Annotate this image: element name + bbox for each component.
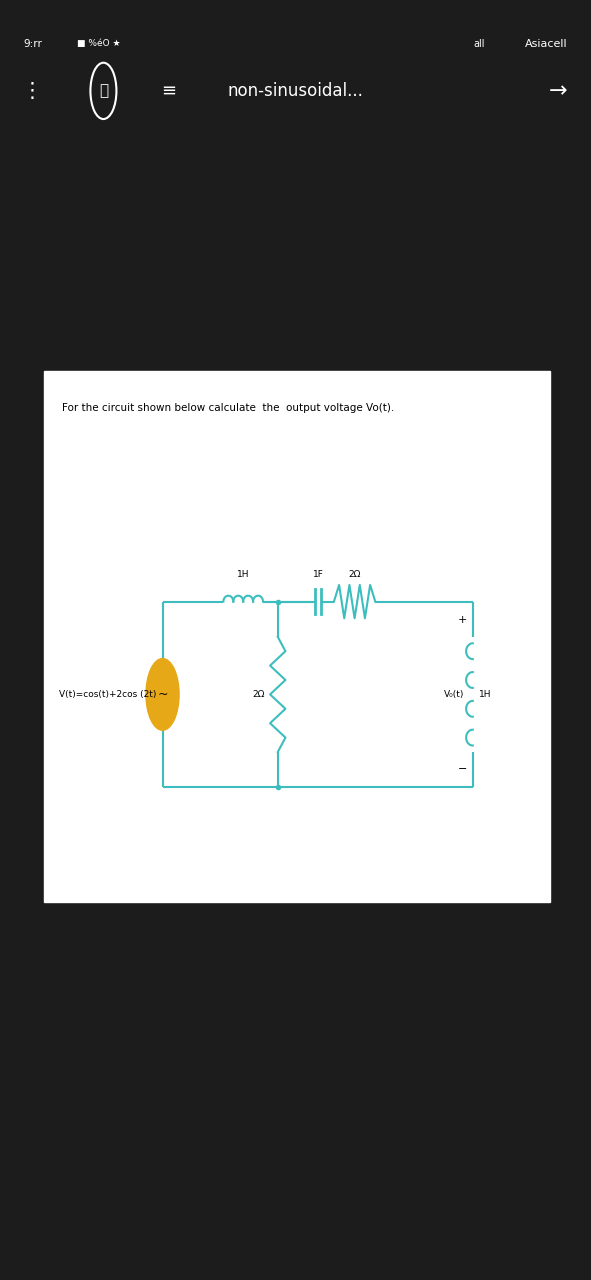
Text: 1H: 1H [237, 570, 249, 579]
Text: 2Ω: 2Ω [349, 570, 361, 579]
Text: ⋮: ⋮ [22, 81, 43, 101]
Text: ⌕: ⌕ [99, 83, 108, 99]
Text: For the circuit shown below calculate  the  output voltage Vo(t).: For the circuit shown below calculate th… [62, 403, 394, 413]
Text: 1F: 1F [313, 570, 323, 579]
Text: ~: ~ [157, 687, 168, 701]
Text: 9:rr: 9:rr [24, 38, 43, 49]
Text: non-sinusoidal...: non-sinusoidal... [228, 82, 363, 100]
Text: →: → [549, 81, 568, 101]
Text: Asiacell: Asiacell [525, 38, 567, 49]
Text: V₀(t): V₀(t) [444, 690, 464, 699]
Text: V(t)=cos(t)+2cos (2t): V(t)=cos(t)+2cos (2t) [59, 690, 157, 699]
Circle shape [146, 658, 179, 730]
Text: −: − [457, 764, 467, 773]
Text: ≡: ≡ [161, 82, 176, 100]
Text: all: all [473, 38, 485, 49]
Text: 1H: 1H [479, 690, 491, 699]
Text: ■ %éO ★: ■ %éO ★ [77, 38, 121, 49]
Text: 2Ω: 2Ω [253, 690, 265, 699]
Text: +: + [457, 616, 467, 625]
Bar [44, 371, 550, 902]
